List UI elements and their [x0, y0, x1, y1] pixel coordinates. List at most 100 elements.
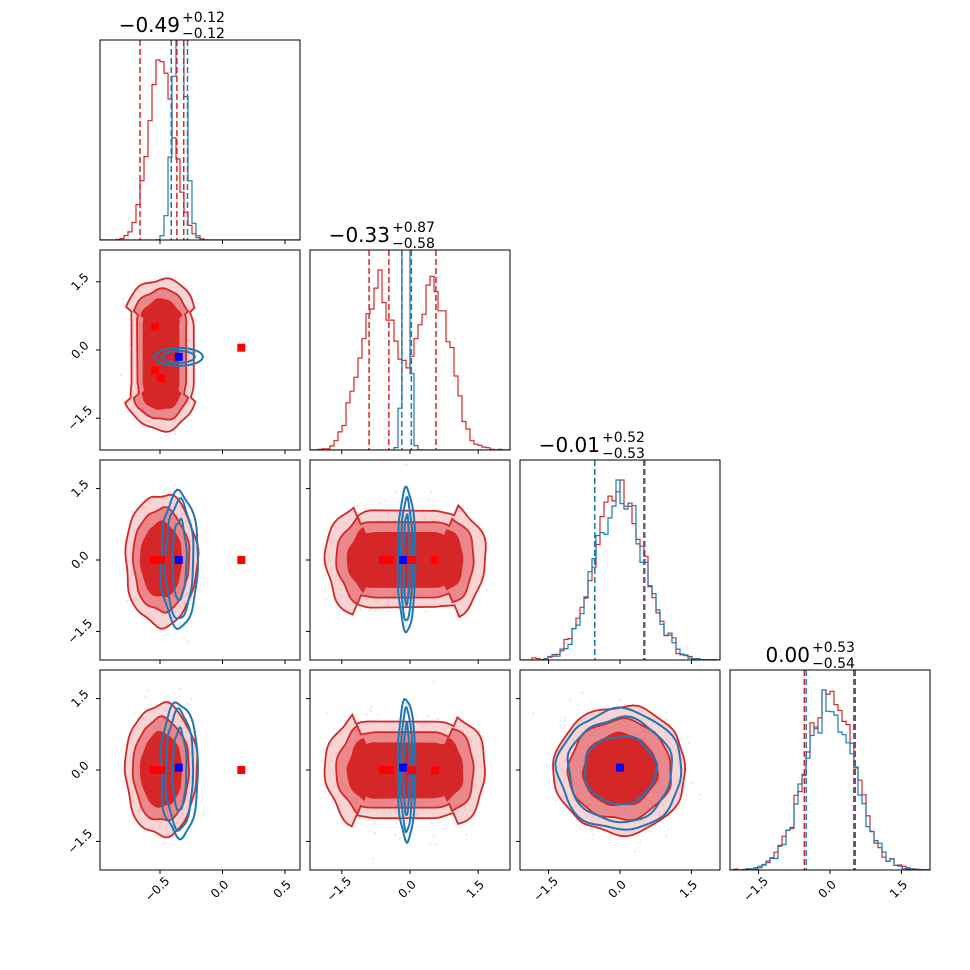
y-tick-label: 0.0 [68, 548, 91, 571]
red-markers [378, 556, 439, 564]
panel-1-0: −1.5 0.0 1.5 [65, 249, 301, 454]
red-point [591, 701, 593, 704]
red-square-marker [237, 556, 246, 564]
red-square-marker [157, 374, 166, 383]
blue-contours [153, 346, 204, 367]
blue-square-marker [399, 556, 408, 564]
red-point [356, 504, 359, 507]
blue-contour-1 [164, 707, 195, 832]
x-tick-label: 1.5 [887, 877, 910, 900]
panel-frame [99, 249, 301, 451]
blue-contour-2 [396, 698, 417, 845]
red-point [119, 374, 122, 377]
red-point [174, 433, 177, 435]
panel-1-1: −0.33 +0.87−0.58 [309, 220, 511, 454]
red-square-marker [151, 366, 159, 375]
red-point [395, 822, 398, 824]
red-point [325, 598, 328, 600]
y-tick-label: 1.5 [68, 477, 91, 500]
red-markers [149, 763, 246, 774]
panel-title-median: 0.00 [765, 643, 810, 667]
blue-contour-2 [554, 706, 683, 831]
blue-contour-0 [171, 517, 188, 602]
red-square-marker [157, 556, 166, 564]
blue-contour-1 [566, 715, 674, 824]
red-point [428, 499, 430, 502]
blue-point [591, 833, 594, 836]
red-point [532, 712, 535, 715]
red-square-marker [237, 766, 246, 774]
blue-point [406, 612, 409, 614]
red-point [358, 817, 361, 819]
y-tick-label: 0.0 [68, 758, 91, 781]
y-tick-label: 1.5 [68, 687, 91, 710]
panel-title-minus: −0.53 [602, 446, 645, 462]
blue-point [581, 692, 583, 694]
blue-square-marker [616, 763, 624, 772]
x-tick-label: −0.5 [142, 874, 173, 905]
red-point [199, 535, 202, 537]
blue-point [404, 612, 407, 615]
red-point [130, 509, 133, 512]
ticks [548, 660, 692, 664]
panel-2-1 [306, 459, 511, 664]
red-point [422, 507, 425, 510]
red-point [372, 857, 374, 860]
red-square-marker [378, 766, 387, 774]
red-point [133, 712, 136, 715]
red-point [429, 843, 432, 846]
histograms [100, 40, 300, 240]
red-square-marker [385, 766, 394, 774]
red-point [619, 699, 622, 702]
red-point [425, 610, 427, 613]
ticks [306, 488, 479, 664]
panel-title-plus: +0.52 [602, 430, 645, 446]
red-point [129, 324, 132, 326]
panel-2-0: −1.5 0.0 1.5 [65, 459, 301, 664]
red-point [394, 833, 397, 836]
blue-point [186, 702, 189, 705]
panel-3-1: −1.5 0.0 1.5 [306, 669, 511, 904]
blue-histogram [520, 479, 720, 660]
panel-title-median: −0.33 [329, 223, 390, 247]
histograms [520, 460, 720, 660]
blue-point [405, 822, 407, 825]
blue-point [405, 702, 407, 705]
panel-title-plus: +0.53 [812, 640, 855, 656]
red-square-marker [149, 766, 158, 774]
red-point [442, 817, 445, 820]
x-tick-label: 0.0 [395, 877, 418, 900]
red-point [163, 842, 166, 845]
red-point [368, 610, 371, 612]
y-tick-label: 0.0 [68, 338, 91, 361]
red-markers [616, 763, 624, 772]
blue-contours [554, 706, 683, 831]
panel-3-0: −0.5 0.0 0.5 −1.5 0.0 1.5 [65, 669, 301, 905]
red-point [370, 706, 373, 709]
blue-point [194, 351, 197, 354]
red-point [699, 793, 702, 796]
red-point [443, 828, 446, 830]
red-point [121, 298, 124, 301]
red-point [430, 491, 433, 494]
blue-point [191, 808, 194, 811]
panel-title-minus: −0.58 [392, 236, 435, 252]
red-point [368, 819, 371, 822]
red-point [365, 713, 368, 716]
y-tick-label: −1.5 [65, 826, 96, 857]
blue-point [404, 625, 407, 628]
histograms [730, 670, 930, 870]
red-point [371, 710, 373, 713]
red-point [486, 589, 489, 592]
red-point [465, 833, 468, 836]
panel-title-median: −0.49 [119, 13, 180, 37]
red-point [562, 810, 565, 813]
blue-contour-1 [153, 346, 204, 367]
blue-point [399, 501, 401, 504]
x-tick-label: −1.5 [530, 874, 561, 905]
red-point [665, 711, 668, 713]
blue-point [405, 609, 408, 612]
ticks [159, 240, 286, 244]
blue-point [690, 782, 692, 785]
